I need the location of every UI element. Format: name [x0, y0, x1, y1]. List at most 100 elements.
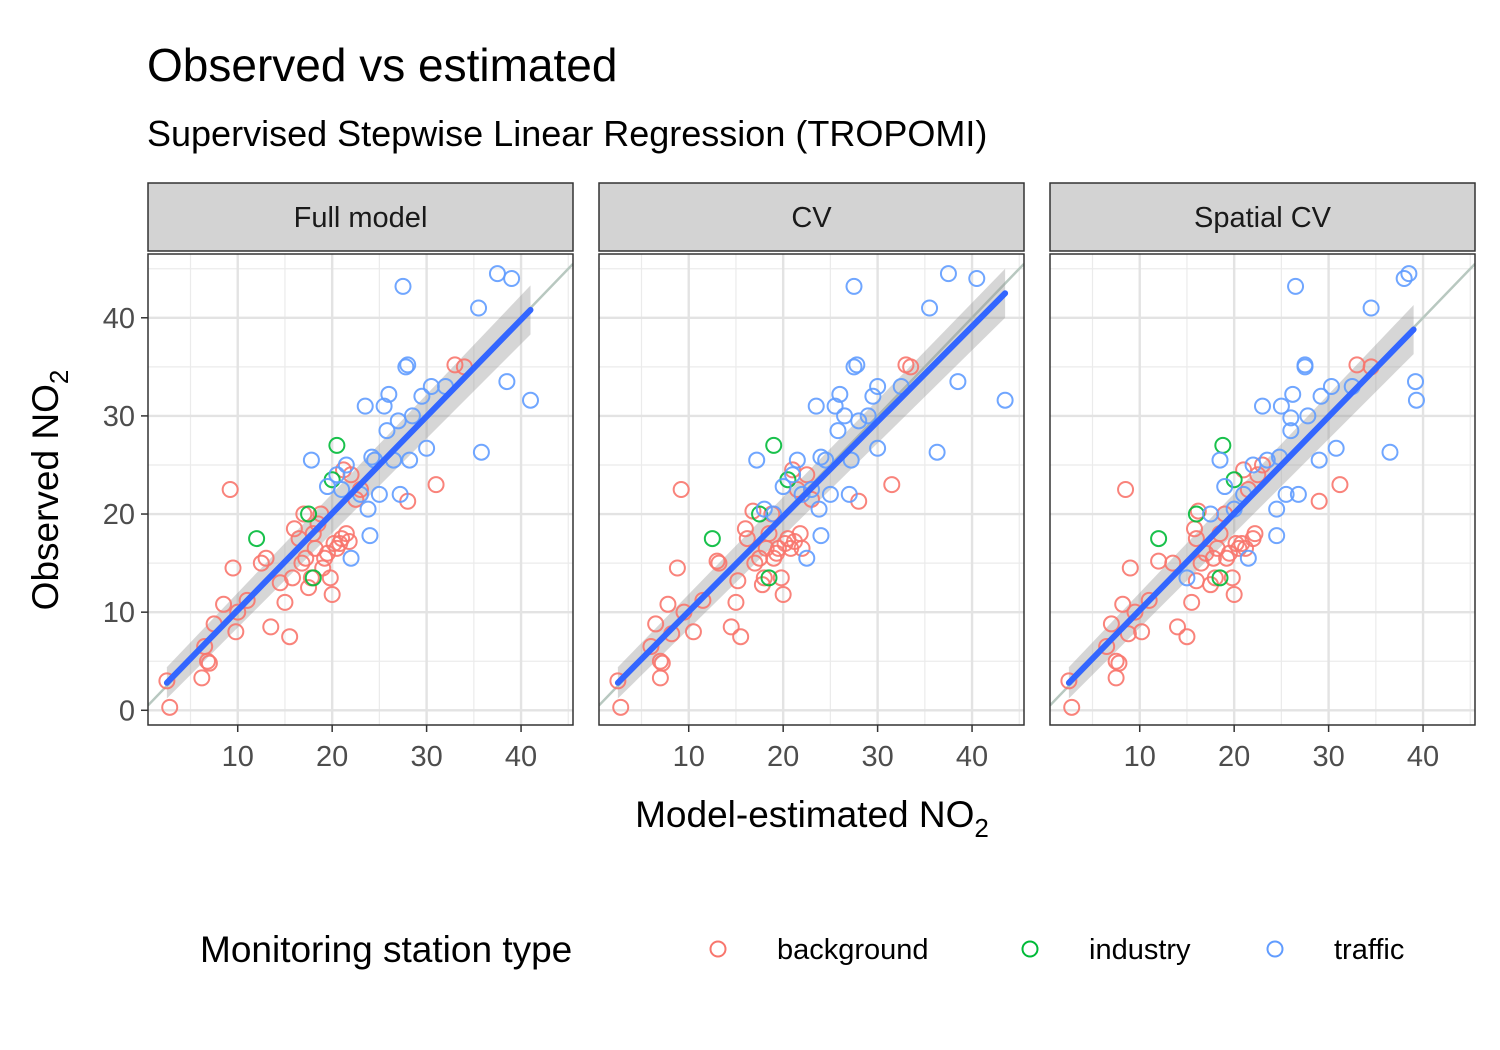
facet-strip: [147, 182, 574, 252]
data-point-background: [684, 623, 702, 641]
data-point-traffic: [765, 505, 783, 523]
data-point-traffic: [380, 385, 398, 403]
data-point-background: [1110, 654, 1128, 672]
data-point-background: [1223, 569, 1241, 587]
data-point-traffic: [939, 265, 957, 283]
x-tick-label: 30: [410, 741, 442, 773]
data-point-background: [612, 698, 630, 716]
legend-key-background: [709, 940, 727, 958]
data-point-traffic: [1282, 422, 1300, 440]
regression-line: [614, 290, 1009, 686]
data-point-traffic: [391, 485, 409, 503]
data-point-traffic: [1202, 505, 1220, 523]
data-point-background: [337, 525, 355, 543]
data-point-industry: [304, 569, 322, 587]
data-point-industry: [703, 530, 721, 548]
facet-strip-label: CV: [791, 202, 832, 234]
data-point-traffic: [1254, 397, 1271, 415]
data-point-traffic: [810, 500, 828, 518]
chart-title: Observed vs estimated: [147, 39, 618, 91]
y-tick-label: 30: [103, 401, 135, 433]
data-point-background: [1225, 585, 1243, 603]
data-point-traffic: [774, 478, 792, 496]
data-point-traffic: [503, 270, 521, 288]
data-point-background: [193, 669, 211, 687]
facet-panel: CV 10 20 30 40: [598, 182, 1025, 773]
data-point-background: [297, 549, 315, 567]
data-point-traffic: [1381, 443, 1399, 461]
data-point-traffic: [1272, 397, 1290, 415]
x-tick-label: 10: [1124, 741, 1156, 773]
data-point-traffic: [829, 422, 847, 440]
data-point-background: [732, 628, 750, 646]
grid: [148, 254, 573, 725]
data-point-traffic: [337, 456, 355, 474]
data-point-traffic: [817, 451, 835, 469]
data-point-traffic: [826, 397, 844, 415]
data-point-background: [1246, 525, 1264, 543]
data-point-traffic: [399, 356, 417, 374]
data-point-background: [1102, 615, 1120, 633]
x-tick-label: 20: [767, 741, 799, 773]
data-point-background: [1133, 623, 1151, 641]
x-tick-label: 40: [956, 741, 988, 773]
x-axis-label: Model-estimated NO2: [635, 794, 989, 843]
y-axis-label: Observed NO2: [25, 370, 74, 611]
x-tick-label: 10: [673, 741, 705, 773]
data-point-traffic: [302, 451, 320, 469]
data-point-background: [738, 530, 756, 548]
data-point-background: [642, 638, 660, 655]
x-tick-label: 10: [222, 741, 254, 773]
data-point-traffic: [968, 270, 986, 288]
data-point-traffic: [949, 373, 967, 391]
data-point-traffic: [370, 485, 388, 503]
data-point-background: [196, 638, 214, 655]
data-layer: [1050, 262, 1475, 716]
data-point-background: [285, 520, 303, 538]
data-point-background: [902, 358, 920, 376]
data-point-background: [760, 525, 778, 543]
data-point-background: [653, 654, 671, 672]
data-point-industry: [1150, 530, 1168, 548]
data-point-traffic: [845, 277, 863, 295]
confidence-band: [617, 268, 1006, 699]
legend: Monitoring station type background industr…: [200, 929, 1404, 970]
data-point-background: [1249, 466, 1267, 484]
facet-strip-label: Full model: [294, 202, 428, 234]
y-tick-label: 20: [103, 499, 135, 531]
data-point-traffic: [798, 549, 816, 567]
data-point-traffic: [1178, 569, 1196, 587]
facet-strip: [1049, 182, 1476, 252]
data-point-traffic: [1268, 500, 1286, 518]
data-point-background: [883, 476, 901, 494]
data-layer: [148, 262, 573, 716]
data-point-traffic: [363, 448, 381, 466]
data-point-background: [1178, 628, 1196, 646]
data-point-traffic: [1282, 409, 1300, 427]
data-point-traffic: [328, 466, 346, 484]
x-tick-label: 30: [1312, 741, 1344, 773]
data-point-background: [161, 698, 179, 716]
data-point-traffic: [418, 439, 436, 457]
data-point-background: [1189, 502, 1207, 520]
data-point-traffic: [784, 466, 802, 484]
data-point-background: [323, 585, 341, 603]
data-point-traffic: [413, 387, 431, 405]
data-point-background: [1310, 492, 1328, 510]
data-point-traffic: [401, 451, 419, 469]
data-point-traffic: [378, 422, 396, 440]
data-point-background: [672, 481, 690, 498]
data-point-traffic: [845, 358, 863, 376]
data-point-traffic: [812, 527, 830, 545]
data-point-traffic: [996, 391, 1014, 409]
data-point-traffic: [333, 481, 351, 498]
data-point-background: [708, 552, 726, 570]
data-point-industry: [328, 436, 346, 454]
data-point-background: [710, 554, 728, 572]
data-point-traffic: [821, 485, 839, 503]
data-point-background: [284, 569, 301, 587]
data-point-traffic: [1277, 485, 1295, 503]
x-tick-label: 40: [1407, 741, 1439, 773]
data-point-traffic: [850, 412, 868, 430]
data-point-traffic: [807, 397, 825, 415]
